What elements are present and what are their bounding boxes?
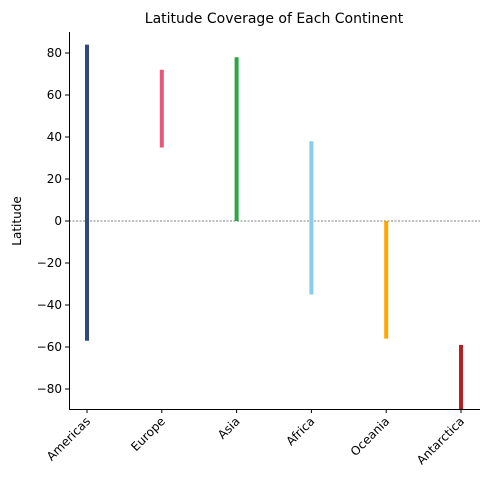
x-tick-label-americas: Americas bbox=[44, 414, 93, 463]
y-tick-label: −60 bbox=[37, 340, 62, 354]
y-tick-label: 20 bbox=[47, 172, 62, 186]
chart-title: Latitude Coverage of Each Continent bbox=[145, 11, 404, 27]
y-tick-label: −40 bbox=[37, 298, 62, 312]
y-tick-label: −20 bbox=[37, 256, 62, 270]
y-axis-label: Latitude bbox=[10, 196, 24, 245]
y-tick-label: 40 bbox=[47, 130, 62, 144]
y-tick-label: 0 bbox=[54, 214, 62, 228]
x-tick-label-africa: Africa bbox=[283, 414, 317, 448]
y-tick-label: 60 bbox=[47, 88, 62, 102]
x-tick-label-antarctica: Antarctica bbox=[414, 414, 467, 467]
y-tick-label: 80 bbox=[47, 46, 62, 60]
y-tick-label: −80 bbox=[37, 382, 62, 396]
x-tick-label-europe: Europe bbox=[128, 414, 168, 454]
x-tick-label-oceania: Oceania bbox=[348, 414, 393, 459]
x-tick-label-asia: Asia bbox=[215, 414, 243, 442]
